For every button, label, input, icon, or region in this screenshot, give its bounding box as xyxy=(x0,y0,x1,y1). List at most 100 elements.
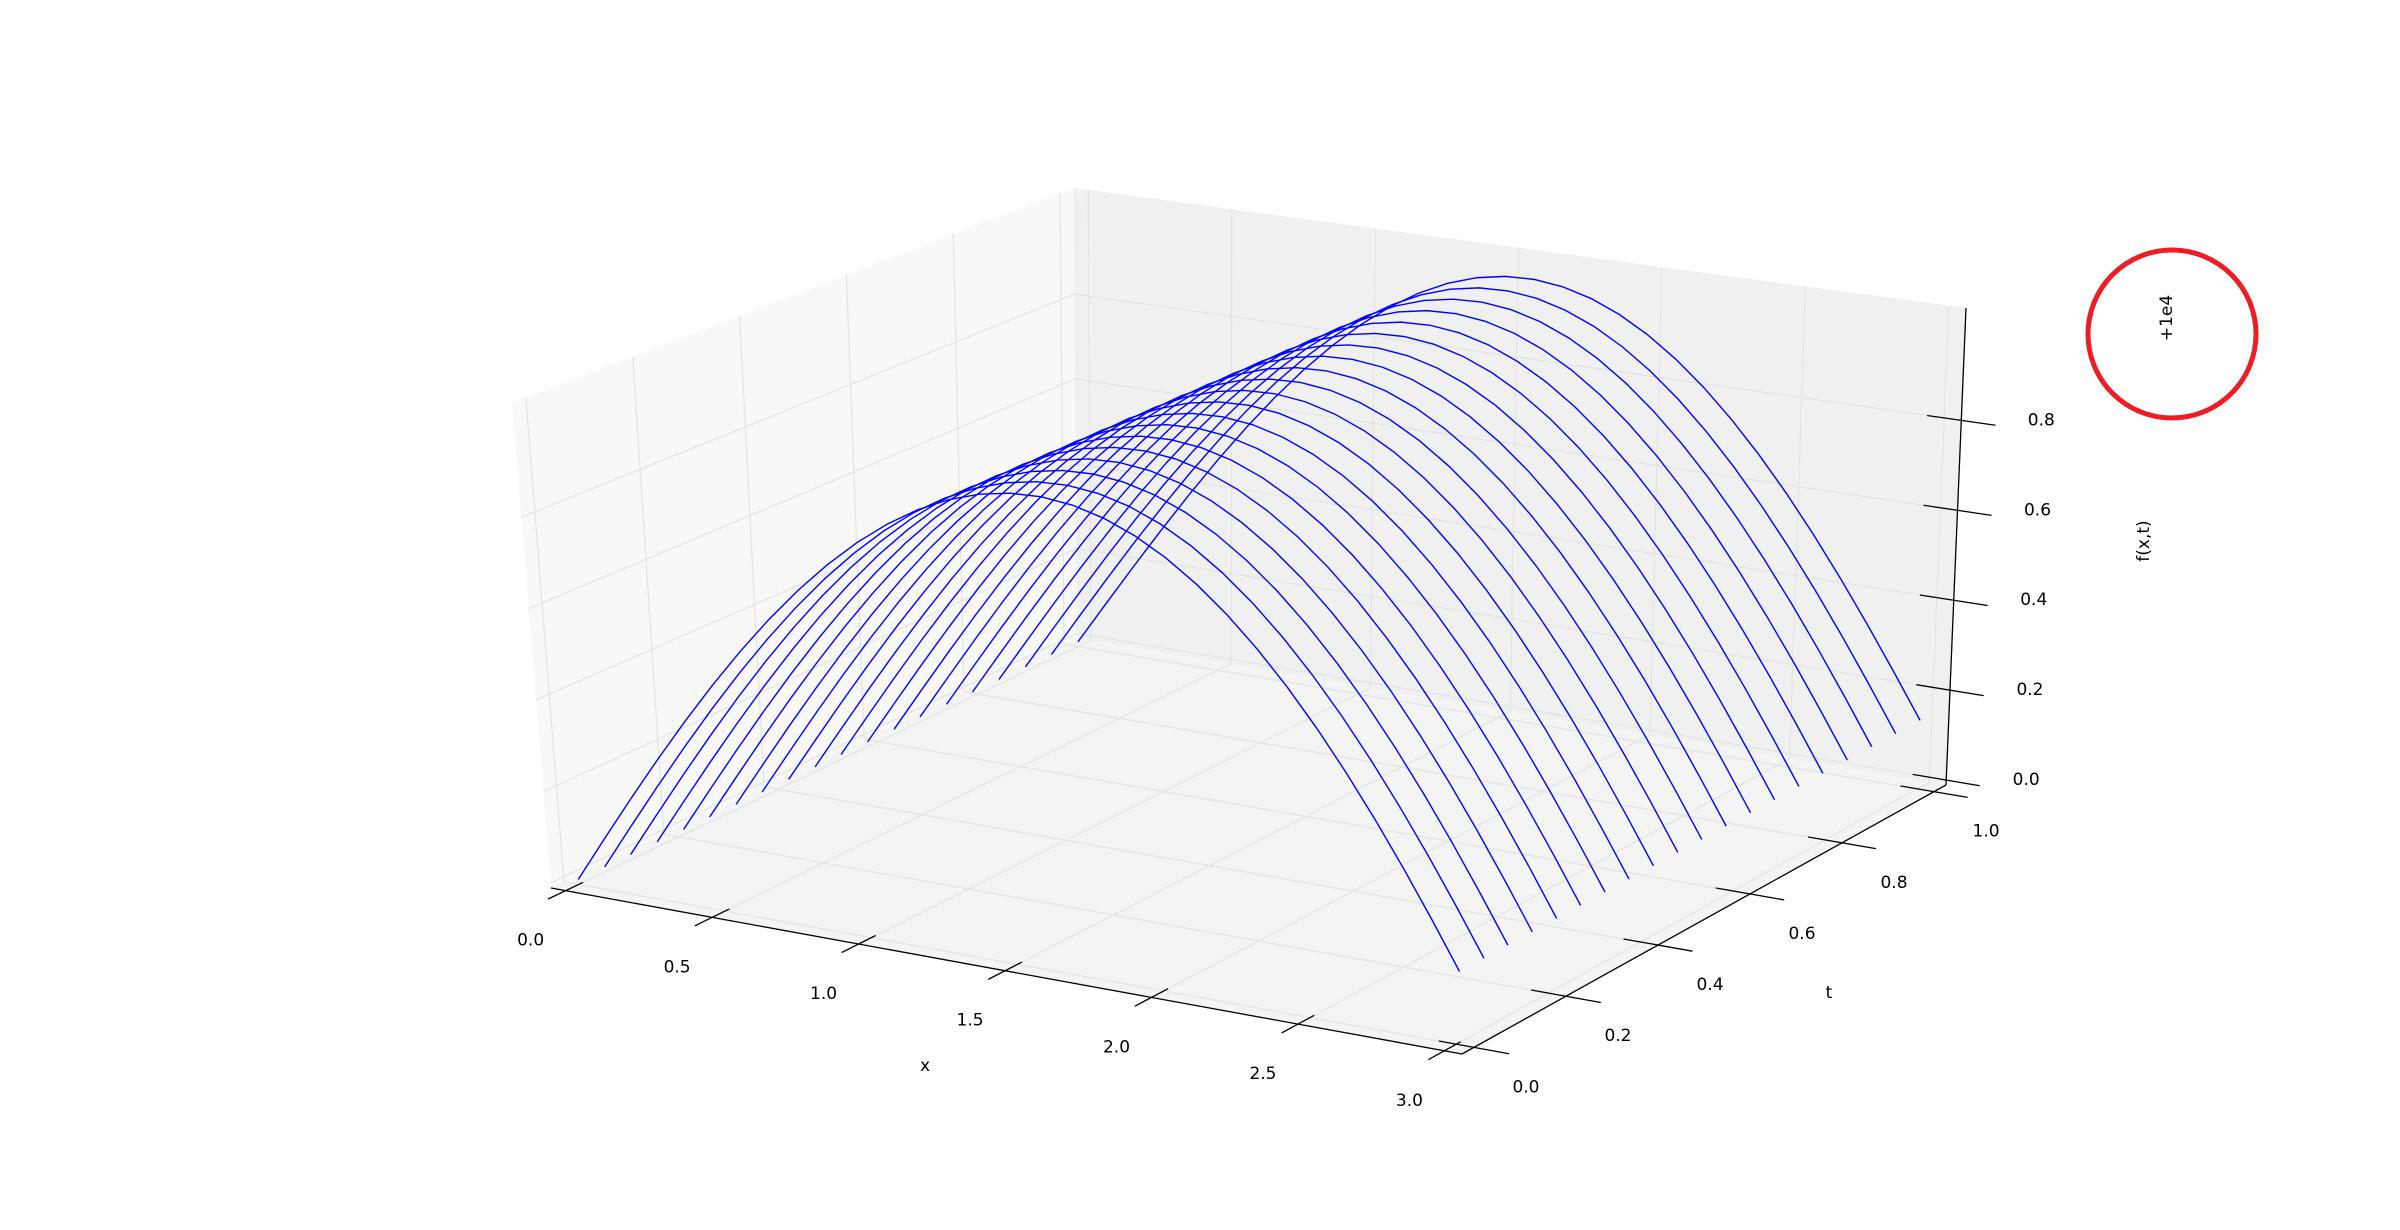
wireframe-curves xyxy=(577,275,1921,972)
z-tick-label: 0.2 xyxy=(2016,680,2043,700)
x-tick-label: 3.0 xyxy=(1396,1091,1423,1111)
gridline xyxy=(952,234,965,692)
t-tick xyxy=(1438,1040,1510,1055)
t-tick xyxy=(1715,887,1785,901)
wireframe-line xyxy=(656,458,1533,933)
gridline xyxy=(525,397,565,882)
t-tick xyxy=(1808,836,1877,850)
tick-labels: 0.0 0.5 1.0 1.5 2.0 2.5 3.0 0.0 0.2 0.4 0.6 0.8 1.0 0… xyxy=(517,410,2055,1110)
gridline xyxy=(528,378,1076,610)
t-tick-label: 1.0 xyxy=(1973,822,2000,842)
x-tick xyxy=(987,961,1023,980)
wireframe-line xyxy=(604,481,1485,959)
gridline xyxy=(858,687,1371,945)
wireframe-line xyxy=(735,423,1606,893)
gridline xyxy=(863,738,1751,895)
wireframe-line xyxy=(577,492,1461,972)
z-tick xyxy=(1916,684,1984,697)
gridline xyxy=(520,293,1075,518)
x-tick xyxy=(841,934,876,954)
x-tick-label: 2.5 xyxy=(1249,1064,1276,1084)
z-tick-label: 0.6 xyxy=(2024,500,2051,520)
wireframe-line xyxy=(919,344,1776,801)
t-tick xyxy=(1900,785,1968,798)
gridline xyxy=(1928,305,1950,783)
gridline xyxy=(1004,710,1511,972)
wireframe-line xyxy=(788,401,1655,867)
x-tick xyxy=(1281,1014,1315,1034)
panes xyxy=(512,188,1966,1054)
z-tick xyxy=(1926,414,1996,426)
gridline xyxy=(663,833,1567,997)
gridline xyxy=(1369,228,1376,688)
gridline xyxy=(963,691,1843,844)
gridline xyxy=(550,632,1078,884)
red-circle-annotation xyxy=(2085,247,2259,421)
wireframe-line xyxy=(945,332,1800,787)
wireframe-line xyxy=(630,469,1509,946)
axes xyxy=(547,307,1996,1061)
t-tick-label: 0.2 xyxy=(1604,1026,1631,1046)
t-axis-line xyxy=(1461,784,1947,1055)
x-tick-label: 0.5 xyxy=(664,957,691,977)
wireframe-line xyxy=(814,389,1679,853)
gridline xyxy=(535,463,1077,701)
x-tick xyxy=(547,881,584,900)
gridline xyxy=(1151,734,1651,998)
wireframe-line xyxy=(1050,287,1897,735)
x-tick-label: 0.0 xyxy=(517,931,544,951)
gridline xyxy=(1059,193,1065,645)
t-axis-label: t xyxy=(1826,983,1833,1003)
z-tick-label: 0.0 xyxy=(2013,770,2040,790)
wireframe-line xyxy=(971,321,1824,774)
x-tick-label: 1.5 xyxy=(957,1011,984,1031)
gridline xyxy=(738,315,765,787)
gridline xyxy=(1087,189,1092,641)
gridline xyxy=(1076,632,1947,781)
z-tick xyxy=(1912,773,1980,787)
x-tick-label: 1.0 xyxy=(810,984,837,1004)
wireframe-line xyxy=(1077,275,1921,721)
wireframe-line xyxy=(840,378,1703,840)
x-tick-label: 2.0 xyxy=(1103,1037,1130,1057)
t-tick-label: 0.8 xyxy=(1880,873,1907,893)
gridline xyxy=(1444,781,1930,1052)
left-pane xyxy=(512,188,1077,888)
x-axis-label: x xyxy=(920,1056,930,1076)
z-tick xyxy=(1923,504,1992,517)
gridline xyxy=(711,663,1231,918)
gridline xyxy=(845,275,865,740)
t-tick-label: 0.6 xyxy=(1788,924,1815,944)
z-axis-label: f(x,t) xyxy=(2134,520,2154,561)
z-offset-label: +1e4 xyxy=(2157,295,2177,341)
z-tick-label: 0.8 xyxy=(2028,410,2055,430)
back-pane xyxy=(1074,188,1966,785)
t-tick-label: 0.0 xyxy=(1512,1077,1539,1097)
x-tick xyxy=(1427,1041,1461,1061)
gridline xyxy=(1074,293,1962,422)
gridline xyxy=(563,881,1475,1048)
wireframe-line xyxy=(709,435,1582,906)
z-tick-label: 0.4 xyxy=(2020,590,2047,610)
wireframe-line xyxy=(866,366,1727,827)
wireframe-line xyxy=(1024,298,1873,748)
gridline xyxy=(1075,378,1958,511)
x-tick xyxy=(1134,988,1169,1007)
wireframe-line xyxy=(683,446,1558,919)
wireframe-line xyxy=(893,355,1752,814)
wireframe-line xyxy=(998,309,1848,761)
wireframe-line xyxy=(761,412,1630,880)
z-axis-line xyxy=(1945,307,1967,786)
t-tick xyxy=(1531,989,1601,1004)
gridline xyxy=(542,547,1077,793)
gridlines xyxy=(520,189,1962,1052)
t-tick xyxy=(1623,938,1693,952)
gridline xyxy=(1230,209,1233,664)
gridline xyxy=(565,639,1092,892)
z-tick xyxy=(1919,594,1988,607)
gridline xyxy=(632,356,665,835)
gridline xyxy=(1788,286,1807,759)
x-tick xyxy=(694,908,730,927)
x-axis-line xyxy=(550,887,1463,1055)
